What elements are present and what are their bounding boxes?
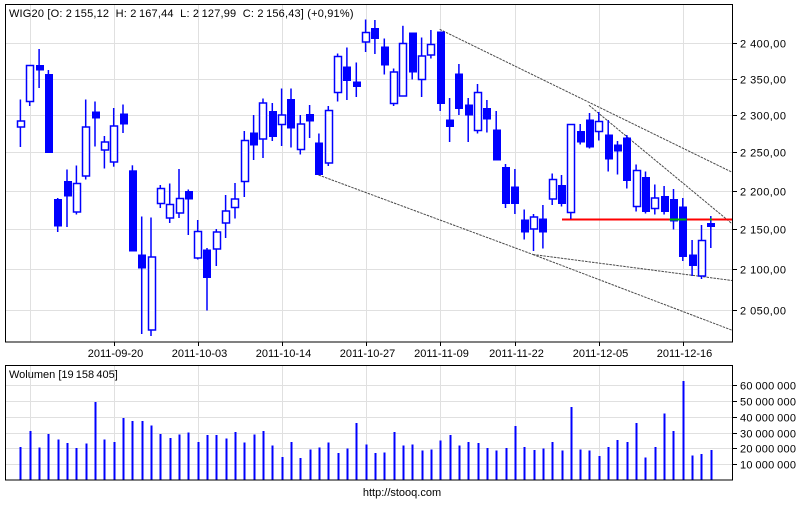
svg-text:http://stooq.com: http://stooq.com <box>363 487 441 499</box>
svg-text:2 250,00: 2 250,00 <box>740 148 786 160</box>
svg-text:2011-10-27: 2011-10-27 <box>340 348 395 360</box>
svg-text:2 350,00: 2 350,00 <box>740 75 786 87</box>
svg-text:30 000 000: 30 000 000 <box>740 429 796 441</box>
svg-text:2011-12-05: 2011-12-05 <box>573 348 628 360</box>
svg-text:2011-11-09: 2011-11-09 <box>414 348 469 360</box>
svg-text:2 050,00: 2 050,00 <box>740 306 786 318</box>
svg-text:WIG20 [O: 2 155,12 H: 2 167,4: WIG20 [O: 2 155,12 H: 2 167,44 L: 2 127,… <box>9 8 354 20</box>
svg-text:2011-09-20: 2011-09-20 <box>88 348 143 360</box>
svg-text:2011-10-03: 2011-10-03 <box>172 348 227 360</box>
svg-text:2011-11-22: 2011-11-22 <box>489 348 544 360</box>
svg-text:2 150,00: 2 150,00 <box>740 225 786 237</box>
svg-text:2 400,00: 2 400,00 <box>740 39 786 51</box>
svg-text:2011-12-16: 2011-12-16 <box>657 348 712 360</box>
svg-text:2 100,00: 2 100,00 <box>740 265 786 277</box>
svg-text:20 000 000: 20 000 000 <box>740 444 796 456</box>
svg-text:40 000 000: 40 000 000 <box>740 413 796 425</box>
svg-text:2011-10-14: 2011-10-14 <box>256 348 311 360</box>
svg-text:10 000 000: 10 000 000 <box>740 460 796 472</box>
svg-text:50 000 000: 50 000 000 <box>740 397 796 409</box>
svg-text:60 000 000: 60 000 000 <box>740 381 796 393</box>
svg-text:2 200,00: 2 200,00 <box>740 187 786 199</box>
svg-text:2 300,00: 2 300,00 <box>740 111 786 123</box>
svg-text:Wolumen [19 158 405]: Wolumen [19 158 405] <box>9 369 118 381</box>
